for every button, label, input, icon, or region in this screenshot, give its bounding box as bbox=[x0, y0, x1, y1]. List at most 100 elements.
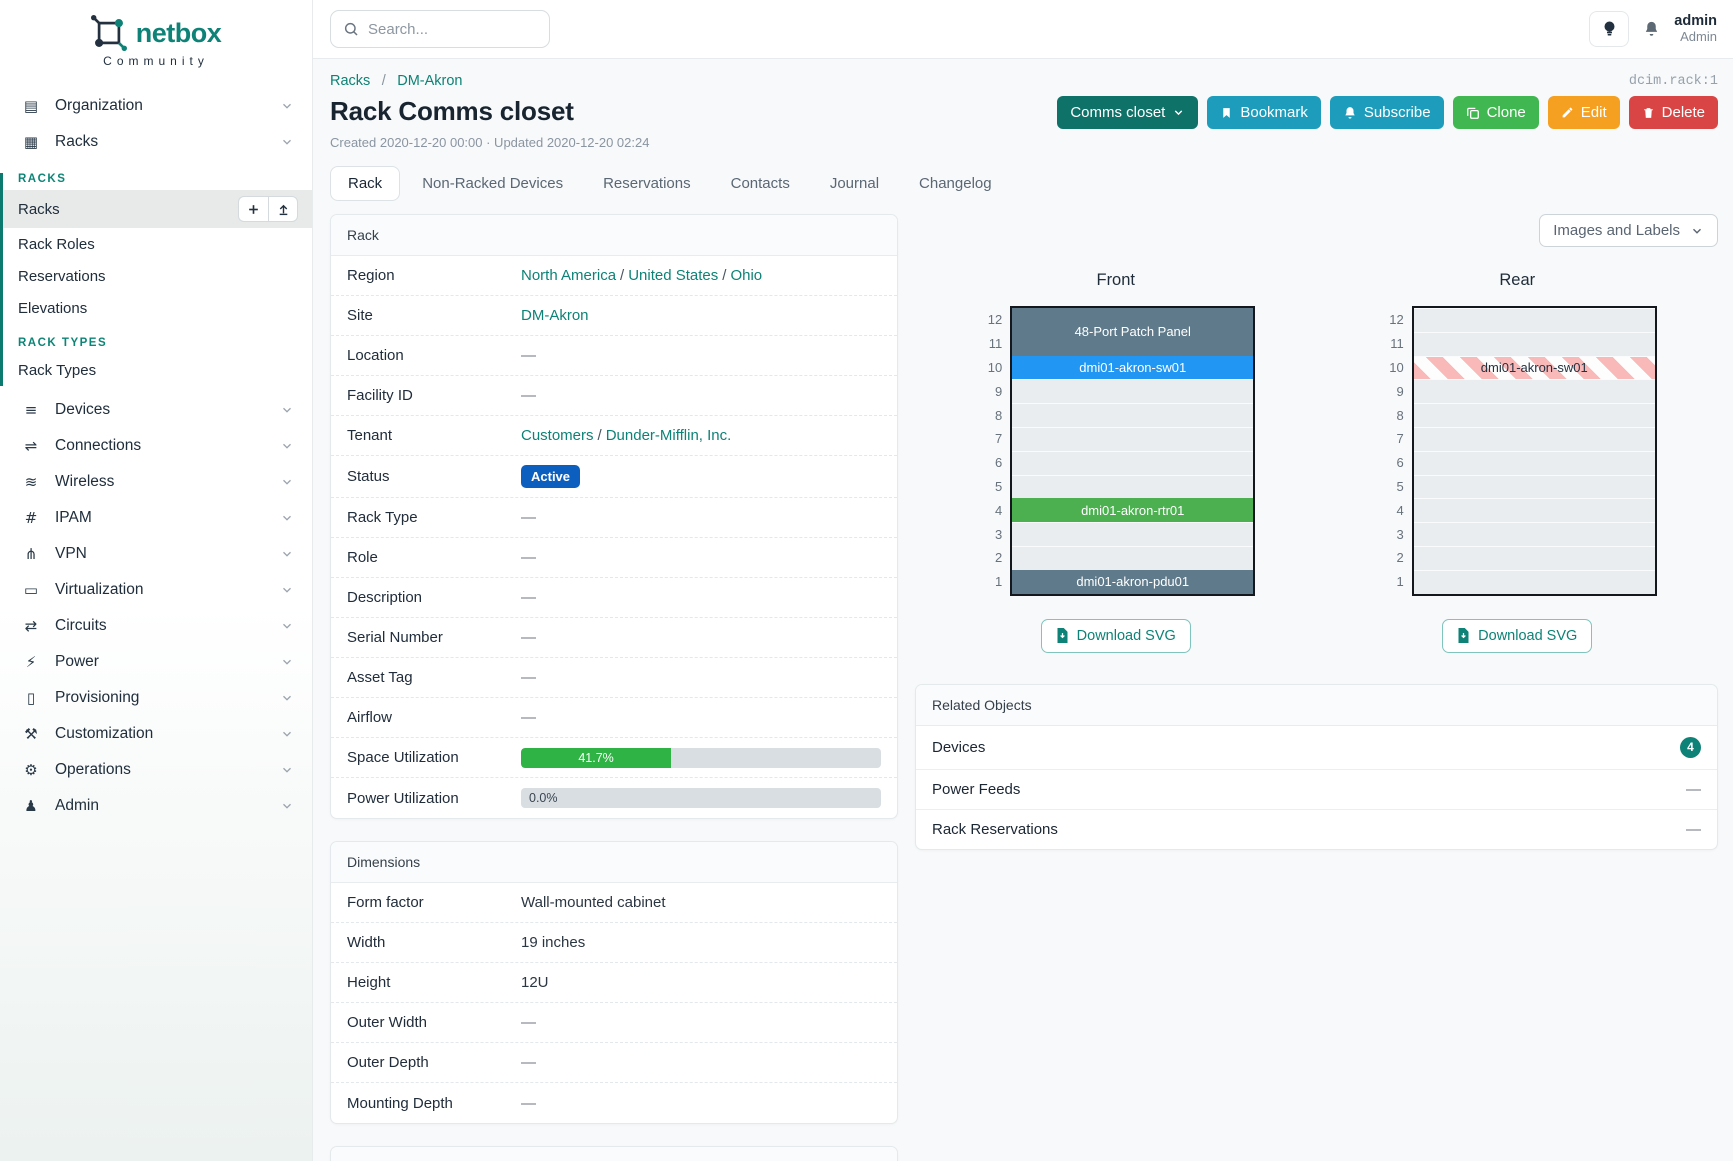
sidebar-subitem[interactable]: Rack Types bbox=[0, 354, 312, 386]
region-link[interactable]: Ohio bbox=[730, 267, 763, 284]
rack-unit-slot[interactable] bbox=[1413, 379, 1655, 404]
sidebar-subitem[interactable]: Reservations bbox=[0, 260, 312, 292]
rack-panel-title: Rack bbox=[331, 215, 897, 256]
breadcrumb-racks[interactable]: Racks bbox=[330, 73, 371, 89]
tab[interactable]: Non-Racked Devices bbox=[422, 175, 564, 192]
sidebar-subitem[interactable]: Elevations bbox=[0, 292, 312, 324]
sidebar-subitem[interactable]: Rack Roles bbox=[0, 228, 312, 260]
sidebar-item-racks[interactable]: Racks bbox=[0, 190, 312, 228]
sidebar-item[interactable]: Organization bbox=[0, 88, 312, 124]
rack-unit-slot[interactable] bbox=[1012, 522, 1254, 546]
rack-unit-slot[interactable] bbox=[1413, 426, 1655, 451]
chevron-down-icon bbox=[280, 99, 294, 113]
download-svg-rear-button[interactable]: Download SVG bbox=[1442, 618, 1593, 653]
subscribe-label: Subscribe bbox=[1363, 104, 1431, 121]
region-link[interactable]: North America bbox=[521, 267, 617, 284]
related-devices-row[interactable]: Devices 4 bbox=[916, 726, 1717, 770]
sidebar-item[interactable]: VPN bbox=[0, 536, 312, 572]
rack-unit-slot[interactable] bbox=[1413, 331, 1655, 356]
object-identifier: dcim.rack:1 bbox=[1628, 73, 1718, 89]
sidebar-item[interactable]: Customization bbox=[0, 716, 312, 752]
theme-toggle-button[interactable] bbox=[1589, 11, 1630, 47]
sidebar-item[interactable]: Wireless bbox=[0, 464, 312, 500]
sidebar-item[interactable]: Devices bbox=[0, 392, 312, 428]
region-link[interactable]: United States bbox=[628, 267, 719, 284]
related-power-feeds-row[interactable]: Power Feeds — bbox=[916, 770, 1717, 810]
rack-unit-slot[interactable] bbox=[1413, 450, 1655, 475]
row-site: Site DM-Akron bbox=[331, 296, 897, 336]
sidebar-item[interactable]: Operations bbox=[0, 752, 312, 788]
chevron-down-icon bbox=[280, 619, 294, 633]
rack-unit-slot[interactable]: dmi01-akron-rtr01 bbox=[1012, 498, 1254, 523]
tab[interactable]: Reservations bbox=[603, 175, 691, 192]
rack-unit-slot[interactable] bbox=[1012, 474, 1254, 499]
sidebar-item-icon bbox=[20, 761, 42, 779]
user-menu[interactable]: admin Admin bbox=[1674, 13, 1717, 45]
unit-number: 10 bbox=[987, 359, 1003, 375]
tenant-group-link[interactable]: Customers bbox=[521, 427, 594, 444]
tab[interactable]: Changelog bbox=[919, 175, 992, 192]
sidebar-item-label: Connections bbox=[55, 437, 142, 454]
rack-unit-slot[interactable] bbox=[1012, 545, 1254, 570]
rack-unit-slot[interactable]: dmi01-akron-sw01 bbox=[1413, 355, 1655, 380]
elevation-view-select[interactable]: Images and Labels bbox=[1539, 214, 1718, 247]
tenant-link[interactable]: Dunder-Mifflin, Inc. bbox=[605, 427, 732, 444]
sidebar-item[interactable]: Racks bbox=[0, 124, 312, 160]
sidebar-item-icon bbox=[20, 797, 42, 815]
row-power-utilization: Power Utilization 0.0% bbox=[331, 778, 897, 818]
subscribe-button[interactable]: Subscribe bbox=[1329, 96, 1444, 129]
breadcrumb-site[interactable]: DM-Akron bbox=[397, 73, 463, 89]
rack-unit-slot[interactable] bbox=[1012, 426, 1254, 451]
rack-unit-slot[interactable] bbox=[1012, 379, 1254, 404]
clone-button[interactable]: Clone bbox=[1452, 96, 1539, 129]
netbox-logo[interactable]: netbox Community bbox=[0, 0, 312, 78]
rack-unit-slot[interactable]: dmi01-akron-pdu01 bbox=[1012, 569, 1254, 594]
delete-button[interactable]: Delete bbox=[1628, 96, 1718, 129]
chevron-down-icon bbox=[280, 135, 294, 149]
rack-unit-slot[interactable] bbox=[1413, 498, 1655, 523]
row-location: Location — bbox=[331, 336, 897, 376]
download-svg-front-button[interactable]: Download SVG bbox=[1040, 618, 1191, 653]
rack-unit-slot[interactable] bbox=[1413, 403, 1655, 427]
import-racks-button[interactable] bbox=[268, 196, 298, 222]
sidebar-item[interactable]: Power bbox=[0, 644, 312, 680]
add-rack-button[interactable] bbox=[238, 196, 268, 222]
rack-unit-slot[interactable] bbox=[1012, 450, 1254, 475]
sidebar-item[interactable]: IPAM bbox=[0, 500, 312, 536]
rack-name-dropdown-button[interactable]: Comms closet bbox=[1057, 96, 1199, 129]
rack-unit-slot[interactable] bbox=[1413, 474, 1655, 499]
sidebar-item[interactable]: Connections bbox=[0, 428, 312, 464]
notifications-button[interactable] bbox=[1643, 20, 1660, 38]
rack-unit-slot[interactable] bbox=[1012, 403, 1254, 427]
sidebar-item[interactable]: Admin bbox=[0, 788, 312, 824]
sidebar-item-label: Devices bbox=[55, 401, 111, 418]
site-link[interactable]: DM-Akron bbox=[521, 307, 589, 324]
edit-button[interactable]: Edit bbox=[1547, 96, 1620, 129]
rack-unit-slot[interactable]: dmi01-akron-sw01 bbox=[1012, 355, 1254, 380]
unit-number: 2 bbox=[1396, 550, 1404, 566]
dimension-row: Outer Depth — bbox=[331, 1043, 897, 1083]
unit-number: 3 bbox=[995, 526, 1003, 542]
bookmark-button[interactable]: Bookmark bbox=[1207, 96, 1321, 129]
search-input[interactable] bbox=[368, 20, 518, 38]
sidebar-item-label: Circuits bbox=[55, 617, 107, 634]
unit-number: 6 bbox=[1396, 455, 1404, 471]
rack-unit-slot[interactable] bbox=[1413, 569, 1655, 594]
dimensions-panel: Dimensions Form factor Wall-mounted cabi… bbox=[330, 841, 898, 1124]
related-rack-reservations-row[interactable]: Rack Reservations — bbox=[916, 810, 1717, 849]
search-box[interactable] bbox=[330, 10, 550, 48]
rack-unit-slot[interactable] bbox=[1413, 308, 1655, 332]
rack-unit-slot[interactable] bbox=[1413, 545, 1655, 570]
tab[interactable]: Contacts bbox=[730, 175, 790, 192]
tab[interactable]: Journal bbox=[829, 175, 880, 192]
tab[interactable]: Rack bbox=[330, 166, 401, 201]
row-space-utilization: Space Utilization 41.7% bbox=[331, 738, 897, 778]
rack-unit-slot[interactable] bbox=[1413, 522, 1655, 546]
row-rack-type: Rack Type — bbox=[331, 498, 897, 538]
rack-unit-slot[interactable]: 48-Port Patch Panel bbox=[1012, 308, 1254, 356]
sidebar-item[interactable]: Circuits bbox=[0, 608, 312, 644]
rack-panel: Rack Region North America / United States /… bbox=[330, 214, 898, 819]
sidebar-item[interactable]: Provisioning bbox=[0, 680, 312, 716]
sidebar-item[interactable]: Virtualization bbox=[0, 572, 312, 608]
user-role: Admin bbox=[1680, 28, 1717, 44]
